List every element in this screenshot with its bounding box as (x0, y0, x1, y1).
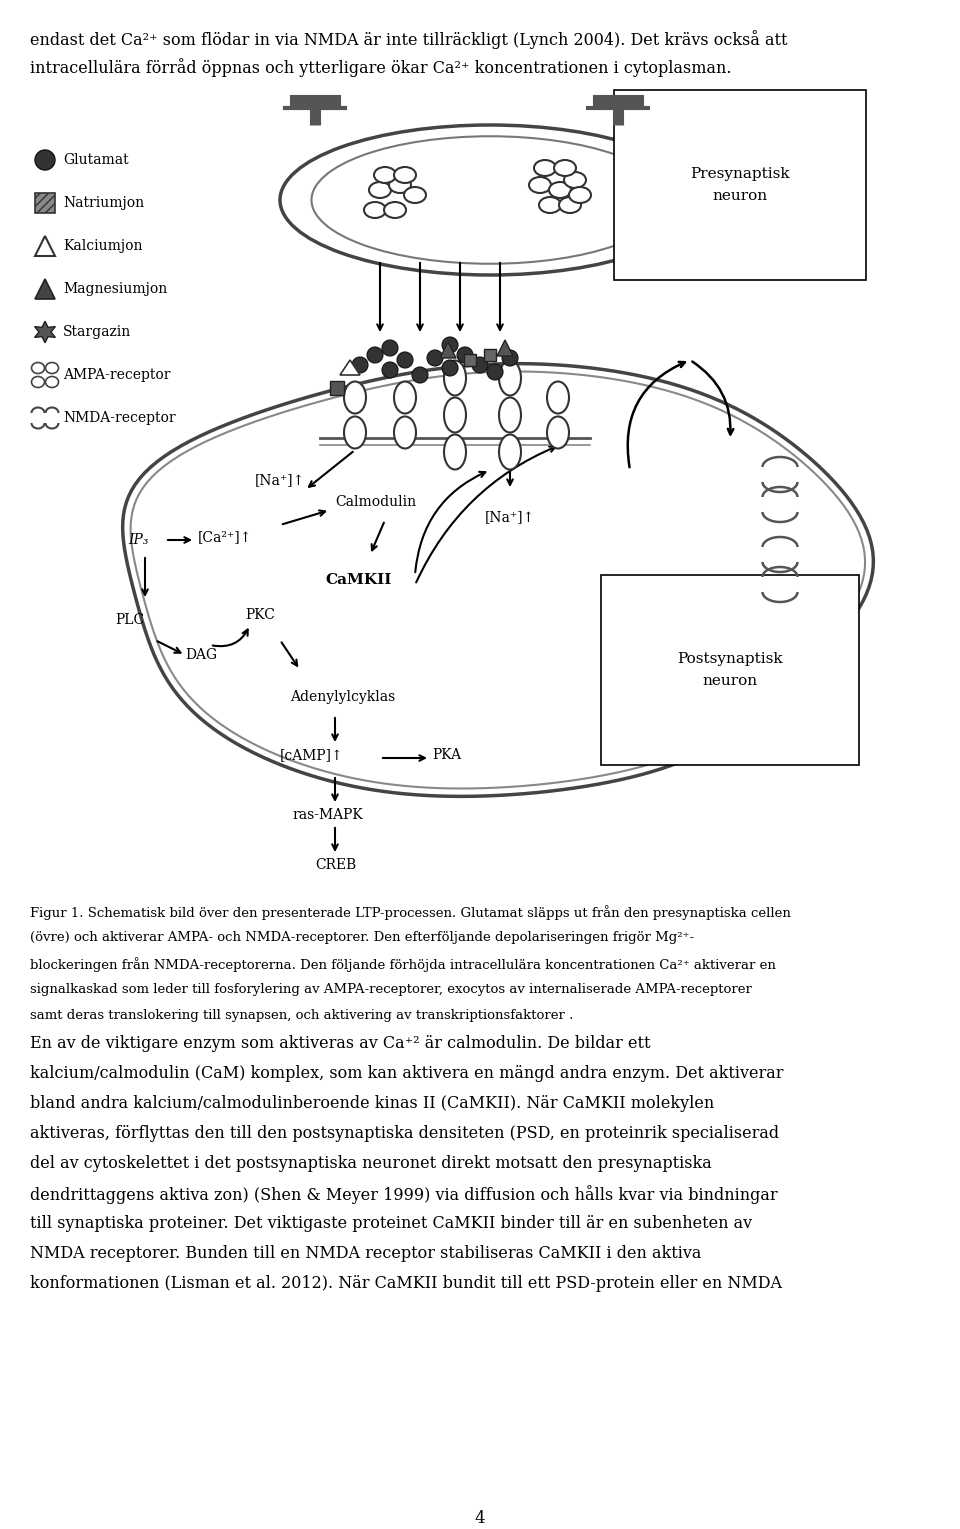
Ellipse shape (444, 434, 466, 469)
Ellipse shape (394, 416, 416, 448)
Text: Magnesiumjon: Magnesiumjon (63, 281, 167, 297)
Ellipse shape (280, 125, 700, 275)
Ellipse shape (529, 177, 551, 193)
Ellipse shape (344, 416, 366, 448)
Text: Stargazin: Stargazin (63, 326, 132, 339)
Circle shape (427, 350, 443, 365)
Text: [cAMP]↑: [cAMP]↑ (280, 748, 344, 761)
Ellipse shape (549, 182, 571, 197)
Text: Adenylylcyklas: Adenylylcyklas (290, 690, 396, 703)
Text: CREB: CREB (315, 858, 356, 872)
Ellipse shape (374, 167, 396, 183)
Text: endast det Ca²⁺ som flödar in via NMDA är inte tillräckligt (Lynch 2004). Det kr: endast det Ca²⁺ som flödar in via NMDA ä… (30, 31, 787, 49)
Text: Glutamat: Glutamat (63, 153, 129, 167)
Text: Natriumjon: Natriumjon (63, 196, 144, 209)
Text: Calmodulin: Calmodulin (335, 495, 416, 509)
Circle shape (442, 359, 458, 376)
Circle shape (487, 364, 503, 381)
Ellipse shape (547, 382, 569, 413)
Text: NMDA receptorer. Bunden till en NMDA receptor stabiliseras CaMKII i den aktiva: NMDA receptorer. Bunden till en NMDA rec… (30, 1245, 702, 1261)
Ellipse shape (569, 187, 591, 203)
Text: till synaptiska proteiner. Det viktigaste proteinet CaMKII binder till är en sub: till synaptiska proteiner. Det viktigast… (30, 1216, 752, 1232)
Text: [Na⁺]↑: [Na⁺]↑ (255, 472, 305, 488)
Polygon shape (35, 321, 56, 342)
Ellipse shape (45, 362, 59, 373)
Text: PKA: PKA (432, 748, 461, 761)
Ellipse shape (499, 361, 521, 396)
Text: dendrittaggens aktiva zon) (Shen & Meyer 1999) via diffusion och hålls kvar via : dendrittaggens aktiva zon) (Shen & Meyer… (30, 1185, 778, 1203)
Ellipse shape (539, 197, 561, 213)
Bar (330, 381, 344, 394)
Ellipse shape (32, 362, 44, 373)
Ellipse shape (404, 187, 426, 203)
Text: blockeringen från NMDA-receptorerna. Den följande förhöjda intracellulära koncen: blockeringen från NMDA-receptorerna. Den… (30, 957, 776, 972)
Ellipse shape (45, 376, 59, 387)
Text: En av de viktigare enzym som aktiveras av Ca⁺² är calmodulin. De bildar ett: En av de viktigare enzym som aktiveras a… (30, 1035, 651, 1052)
Polygon shape (497, 339, 513, 356)
Text: NMDA-receptor: NMDA-receptor (63, 411, 176, 425)
Text: signalkaskad som leder till fosforylering av AMPA-receptorer, exocytos av intern: signalkaskad som leder till fosforylerin… (30, 983, 752, 995)
Polygon shape (35, 235, 55, 255)
Ellipse shape (394, 382, 416, 413)
Ellipse shape (384, 202, 406, 219)
Circle shape (382, 362, 398, 378)
Polygon shape (131, 372, 865, 789)
Ellipse shape (344, 382, 366, 413)
Polygon shape (35, 278, 55, 300)
Ellipse shape (564, 171, 586, 188)
Text: PLC: PLC (115, 613, 144, 627)
Text: ras-MAPK: ras-MAPK (292, 807, 363, 823)
Text: samt deras translokering till synapsen, och aktivering av transkriptionsfaktorer: samt deras translokering till synapsen, … (30, 1009, 573, 1021)
Ellipse shape (499, 434, 521, 469)
Text: kalcium/calmodulin (CaM) komplex, som kan aktivera en mängd andra enzym. Det akt: kalcium/calmodulin (CaM) komplex, som ka… (30, 1066, 783, 1083)
Ellipse shape (559, 197, 581, 213)
Text: konformationen (Lisman et al. 2012). När CaMKII bundit till ett PSD-protein elle: konformationen (Lisman et al. 2012). När… (30, 1275, 782, 1292)
Ellipse shape (444, 398, 466, 433)
Text: DAG: DAG (185, 648, 217, 662)
Ellipse shape (364, 202, 386, 219)
Ellipse shape (32, 376, 44, 387)
Ellipse shape (394, 167, 416, 183)
Text: IP₃: IP₃ (128, 534, 149, 547)
Text: aktiveras, förflyttas den till den postsynaptiska densiteten (PSD, en proteinrik: aktiveras, förflyttas den till den posts… (30, 1125, 780, 1142)
Circle shape (457, 347, 473, 362)
Bar (464, 355, 476, 365)
Polygon shape (340, 359, 360, 375)
Polygon shape (123, 364, 874, 797)
Bar (35, 193, 55, 213)
Ellipse shape (311, 136, 668, 263)
Text: Postsynaptisk
neuron: Postsynaptisk neuron (677, 651, 782, 688)
Ellipse shape (554, 161, 576, 176)
Polygon shape (440, 342, 456, 358)
Circle shape (502, 350, 518, 365)
Text: PKC: PKC (245, 609, 275, 622)
Text: Kalciumjon: Kalciumjon (63, 239, 142, 252)
Text: bland andra kalcium/calmodulinberoende kinas II (CaMKII). När CaMKII molekylen: bland andra kalcium/calmodulinberoende k… (30, 1095, 714, 1112)
Text: [Na⁺]↑: [Na⁺]↑ (485, 511, 536, 524)
Circle shape (352, 356, 368, 373)
Text: CaMKII: CaMKII (325, 573, 392, 587)
Text: AMPA-receptor: AMPA-receptor (63, 368, 171, 382)
Ellipse shape (369, 182, 391, 197)
Circle shape (442, 336, 458, 353)
Circle shape (397, 352, 413, 368)
Text: (övre) och aktiverar AMPA- och NMDA-receptorer. Den efterföljande depolarisering: (övre) och aktiverar AMPA- och NMDA-rece… (30, 931, 694, 943)
Ellipse shape (534, 161, 556, 176)
Text: intracellulära förråd öppnas och ytterligare ökar Ca²⁺ koncentrationen i cytopla: intracellulära förråd öppnas och ytterli… (30, 58, 732, 76)
Ellipse shape (444, 361, 466, 396)
Ellipse shape (389, 177, 411, 193)
Text: Presynaptisk
neuron: Presynaptisk neuron (690, 167, 790, 203)
Bar (484, 349, 496, 361)
Text: 4: 4 (474, 1511, 486, 1527)
Circle shape (367, 347, 383, 362)
Text: Figur 1. Schematisk bild över den presenterade LTP-processen. Glutamat släpps ut: Figur 1. Schematisk bild över den presen… (30, 905, 791, 920)
Circle shape (382, 339, 398, 356)
Text: del av cytoskelettet i det postsynaptiska neuronet direkt motsatt den presynapti: del av cytoskelettet i det postsynaptisk… (30, 1154, 711, 1173)
Circle shape (412, 367, 428, 382)
Ellipse shape (547, 416, 569, 448)
Text: [Ca²⁺]↑: [Ca²⁺]↑ (198, 531, 252, 544)
Circle shape (35, 150, 55, 170)
Ellipse shape (499, 398, 521, 433)
Circle shape (472, 356, 488, 373)
